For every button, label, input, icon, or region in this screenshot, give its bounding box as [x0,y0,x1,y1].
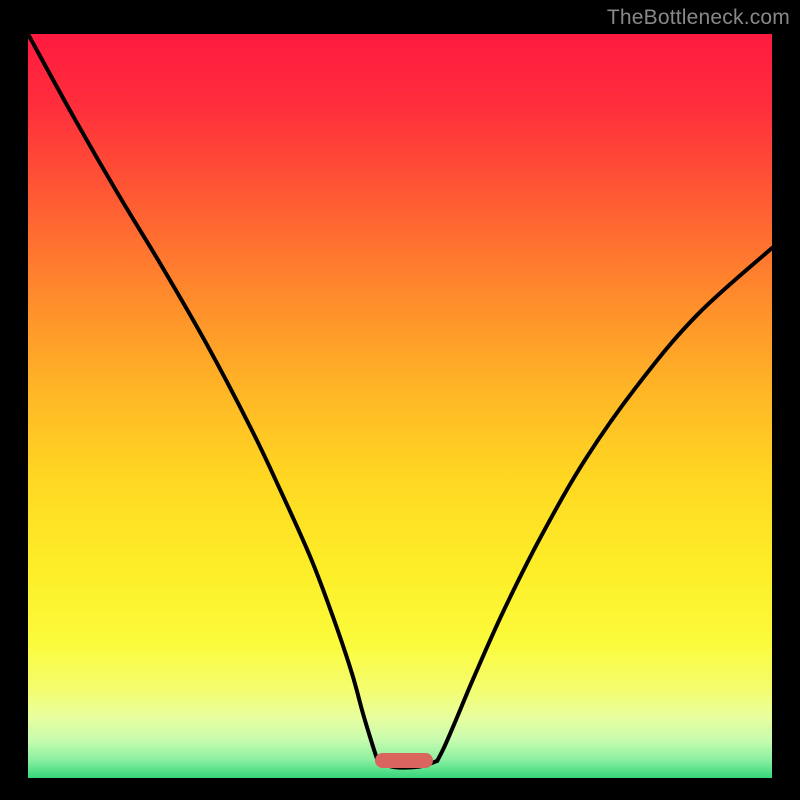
plot-area [28,34,772,772]
curve-right-segment [437,248,772,761]
bottleneck-curve [28,34,772,772]
attribution-text: TheBottleneck.com [607,6,790,30]
chart-container: TheBottleneck.com [0,0,800,800]
optimal-marker [375,753,433,768]
curve-left-segment [28,34,378,761]
